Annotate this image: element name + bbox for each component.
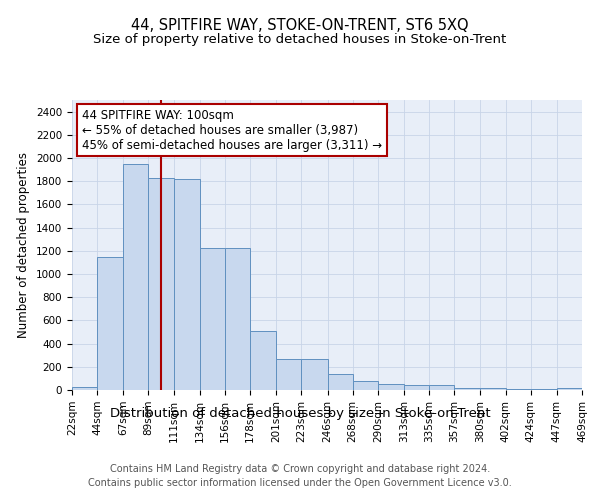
Bar bbox=[124, 164, 148, 390]
Text: Distribution of detached houses by size in Stoke-on-Trent: Distribution of detached houses by size … bbox=[110, 408, 490, 420]
Bar bbox=[353, 382, 378, 390]
Y-axis label: Number of detached properties: Number of detached properties bbox=[17, 152, 31, 338]
Bar bbox=[72, 386, 97, 390]
Bar bbox=[429, 386, 454, 390]
Text: 44, SPITFIRE WAY, STOKE-ON-TRENT, ST6 5XQ: 44, SPITFIRE WAY, STOKE-ON-TRENT, ST6 5X… bbox=[131, 18, 469, 32]
Bar bbox=[301, 360, 328, 390]
Bar bbox=[506, 389, 530, 390]
Bar bbox=[173, 179, 200, 390]
Bar bbox=[454, 388, 481, 390]
Bar bbox=[404, 385, 429, 390]
Bar bbox=[200, 248, 225, 390]
Text: Size of property relative to detached houses in Stoke-on-Trent: Size of property relative to detached ho… bbox=[94, 32, 506, 46]
Bar bbox=[225, 248, 250, 390]
Bar bbox=[276, 360, 301, 390]
Bar bbox=[481, 388, 506, 390]
Text: 44 SPITFIRE WAY: 100sqm
← 55% of detached houses are smaller (3,987)
45% of semi: 44 SPITFIRE WAY: 100sqm ← 55% of detache… bbox=[82, 108, 382, 152]
Bar bbox=[97, 256, 124, 390]
Bar bbox=[557, 388, 582, 390]
Bar bbox=[328, 374, 353, 390]
Text: Contains HM Land Registry data © Crown copyright and database right 2024.
Contai: Contains HM Land Registry data © Crown c… bbox=[88, 464, 512, 487]
Bar bbox=[378, 384, 404, 390]
Bar bbox=[250, 331, 276, 390]
Bar bbox=[148, 178, 173, 390]
